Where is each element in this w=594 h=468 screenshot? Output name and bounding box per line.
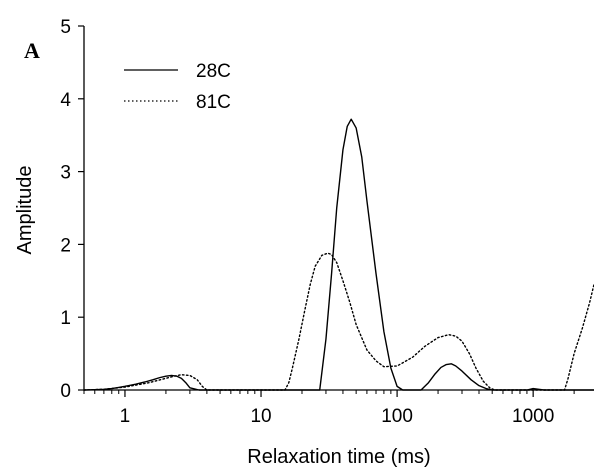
y-tick-label: 4 bbox=[60, 90, 71, 111]
series-layer bbox=[83, 118, 594, 391]
y-axis-title: Amplitude bbox=[14, 166, 36, 255]
axes-layer: 0 1 2 3 4 5 1 10 100 1000 bbox=[60, 17, 575, 427]
y-tick-label: 5 bbox=[60, 17, 71, 38]
legend-label-28c: 28C bbox=[196, 61, 231, 82]
series-line-28c bbox=[83, 118, 594, 391]
y-tick-label: 1 bbox=[60, 308, 71, 329]
x-tick-label: 1 bbox=[120, 406, 131, 427]
legend-label-81c: 81C bbox=[196, 92, 231, 113]
y-tick-label: 0 bbox=[60, 381, 71, 402]
y-tick-label: 2 bbox=[60, 235, 71, 256]
legend: 28C 81C bbox=[124, 61, 231, 113]
x-axis-title: Relaxation time (ms) bbox=[247, 446, 430, 468]
panel-label: A bbox=[24, 38, 40, 63]
x-tick-label: 1000 bbox=[512, 406, 554, 427]
series-line-81c bbox=[83, 252, 594, 391]
plot-frame bbox=[83, 26, 594, 391]
x-tick-label: 100 bbox=[381, 406, 413, 427]
y-tick-label: 3 bbox=[60, 163, 71, 184]
x-tick-label: 10 bbox=[250, 406, 271, 427]
